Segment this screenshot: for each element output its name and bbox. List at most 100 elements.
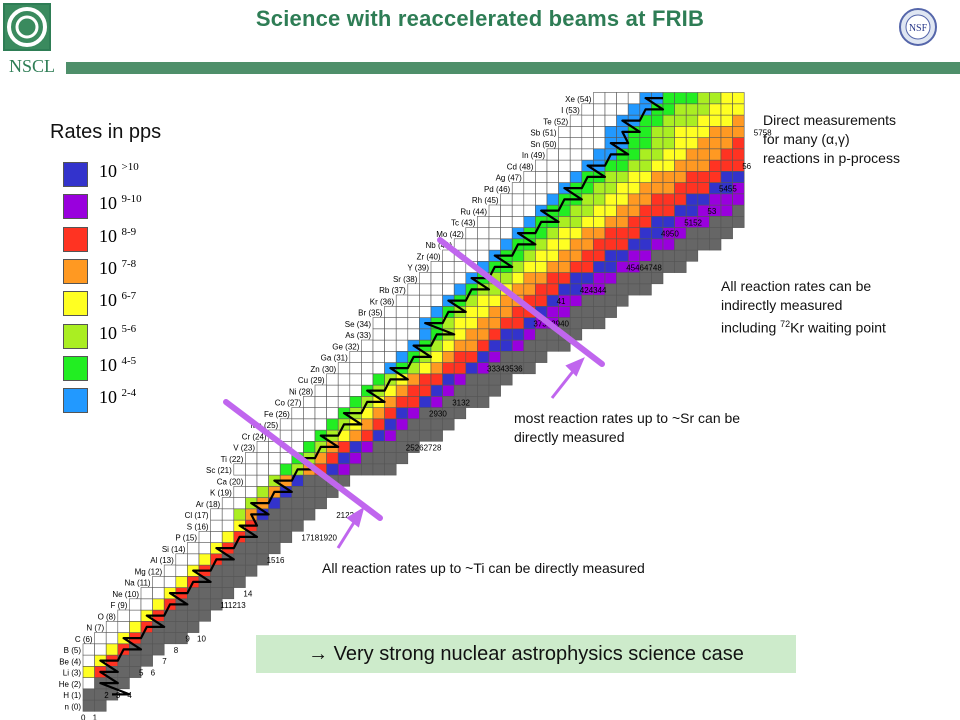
nuclide-cell (488, 339, 501, 352)
nuclide-cell (372, 350, 385, 363)
nuclide-cell (604, 249, 617, 262)
nuclide-cell (535, 171, 548, 183)
nuclide-cell (349, 384, 362, 397)
nuclide-cell (279, 463, 293, 476)
legend-swatch (63, 355, 88, 381)
neutron-number-label: 0 (81, 713, 86, 720)
element-label: Sb (51) (530, 129, 557, 138)
nuclide-cell (662, 260, 675, 273)
nuclide-cell (651, 114, 664, 127)
nuclide-cell (395, 418, 409, 431)
nuclide-cell (546, 227, 559, 240)
note-direct-alpha-gamma: Direct measurements for many (α,γ) react… (763, 111, 959, 168)
nuclide-cell (291, 519, 304, 532)
element-label: Cr (24) (242, 432, 267, 441)
nuclide-cell (604, 260, 617, 273)
nuclide-cell (662, 249, 675, 262)
nuclide-cell (720, 193, 733, 206)
nuclide-cell (465, 350, 478, 363)
nuclide-cell (407, 283, 420, 296)
nuclide-cell (337, 463, 351, 476)
nuclide-cell (639, 204, 652, 217)
nuclide-cell (488, 317, 501, 330)
nuclide-cell (569, 294, 583, 307)
nuclide-cell (291, 508, 304, 521)
nuclide-cell (616, 193, 629, 206)
legend-swatch (63, 388, 88, 414)
nuclide-cell (430, 272, 443, 285)
neutron-number-label: 45464748 (626, 263, 662, 272)
nuclide-cell (523, 350, 536, 363)
nuclide-cell (465, 384, 478, 397)
nuclide-cell (651, 249, 664, 262)
nuclide-cell (616, 92, 629, 105)
nuclide-cell (372, 373, 385, 386)
nuclide-cell (407, 429, 420, 442)
nuclide-cell (453, 283, 467, 296)
neutron-number-label: 5455 (719, 185, 737, 194)
nuclide-cell (268, 542, 281, 555)
element-label: Cl (17) (185, 511, 209, 520)
nuclide-cell (523, 204, 536, 217)
neutron-number-label: 2 (104, 691, 109, 700)
nuclide-cell (419, 294, 432, 307)
nuclide-cell (395, 328, 409, 341)
nuclide-cell (453, 384, 467, 397)
nuclide-cell (604, 114, 617, 127)
nuclide-cell (384, 463, 397, 476)
nuclide-cell (709, 171, 722, 183)
nuclide-cell (720, 159, 733, 172)
nuclide-cell (279, 530, 293, 543)
nuclide-cell (685, 249, 699, 262)
nuclide-cell (326, 452, 339, 465)
nuclide-cell (674, 260, 687, 273)
nuclide-cell (256, 474, 269, 487)
nuclide-cell (697, 126, 710, 138)
nuclide-cell (395, 294, 409, 307)
neutron-number-label: 41 (557, 297, 566, 306)
element-label: Ni (28) (289, 387, 313, 396)
nuclide-cell (245, 474, 258, 487)
nuclide-cell (732, 193, 745, 206)
nuclide-cell (465, 328, 478, 341)
nuclide-cell (569, 216, 583, 228)
nuclide-cell (709, 103, 722, 116)
nuclide-cell (419, 418, 432, 431)
nuclide-cell (546, 193, 559, 206)
nuclide-cell (361, 350, 374, 363)
nuclide-cell (616, 182, 629, 195)
legend-label: 10 9-10 (99, 193, 142, 214)
nuclide-cell (581, 294, 594, 307)
note-text: Kr waiting point (790, 319, 886, 336)
nuclide-cell (233, 575, 246, 588)
nuclide-cell (627, 193, 641, 206)
nuclide-cell (709, 114, 722, 127)
nuclide-cell (361, 463, 374, 476)
nuclide-cell (94, 632, 107, 645)
nuclide-cell (639, 137, 652, 150)
note-line: including 72Kr waiting point (721, 315, 957, 338)
nuclide-cell (221, 530, 235, 543)
conclusion-text: → Very strong nuclear astrophysics scien… (308, 643, 744, 665)
nuclide-cell (558, 148, 571, 161)
nuclide-cell (430, 305, 443, 318)
nuclide-cell (546, 339, 559, 352)
nuclide-cell (500, 227, 513, 240)
nuclide-cell (488, 305, 501, 318)
nuclide-cell (361, 429, 374, 442)
element-label: Tc (43) (451, 219, 476, 228)
nuclide-cell (651, 272, 664, 285)
nuclide-cell (291, 429, 304, 442)
nuclide-cell (477, 294, 490, 307)
nuclide-cell (593, 317, 606, 330)
element-label: As (33) (345, 331, 371, 340)
nuclide-cell (465, 362, 478, 375)
nuclide-cell (140, 643, 153, 656)
nuclide-cell (117, 609, 130, 622)
nuclide-cell (419, 328, 432, 341)
element-label: Ar (18) (196, 500, 221, 509)
nuclide-cell (187, 598, 200, 611)
nuclide-cell (453, 272, 467, 285)
element-label: Zr (40) (417, 252, 441, 261)
element-label: Pd (46) (484, 185, 511, 194)
